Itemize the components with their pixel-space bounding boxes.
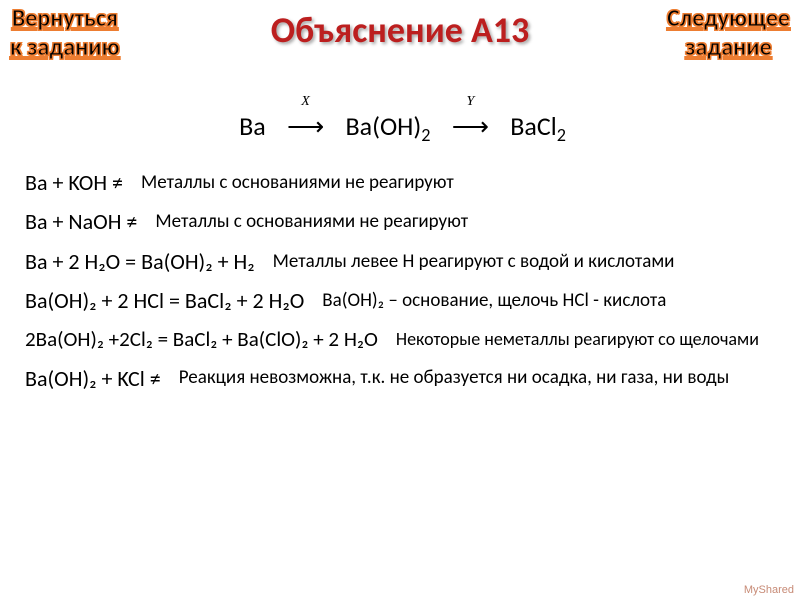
- nav-back-line1: Вернуться: [12, 4, 118, 33]
- equation: Ba + 2 H₂O = Ba(OH)₂ + H₂: [25, 249, 255, 274]
- equation: Ba + KOH ≠: [25, 170, 123, 195]
- page-title: Объяснение А13: [271, 8, 530, 52]
- nav-next-line2: задание: [685, 33, 771, 62]
- explanation: Некоторые неметаллы реагируют со щелочам…: [396, 329, 759, 350]
- scheme-arrow-1: X ⟶: [276, 110, 336, 142]
- scheme-var-x: X: [301, 94, 310, 110]
- explanation: Металлы с основаниями не реагируют: [155, 211, 468, 233]
- scheme-start: Ba: [239, 110, 266, 142]
- scheme-var-y: Y: [466, 94, 474, 110]
- explanation: Реакция невозможна, т.к. не образуется н…: [179, 367, 730, 389]
- watermark: MyShared: [744, 584, 794, 596]
- reaction-row: Ba(OH)₂ + 2 HCl = BaCl₂ + 2 H₂O Ba(OH)₂ …: [25, 288, 780, 313]
- scheme-end: BaCl2: [510, 110, 566, 142]
- equation: Ba(OH)₂ + 2 HCl = BaCl₂ + 2 H₂O: [25, 288, 304, 313]
- scheme-arrow-2: Y ⟶: [440, 110, 500, 142]
- reaction-row: 2Ba(OH)₂ +2Cl₂ = BaCl₂ + Ba(ClO)₂ + 2 H₂…: [25, 327, 780, 351]
- equation: Ba + NaOH ≠: [25, 209, 137, 234]
- nav-next-link[interactable]: Следующее задание: [667, 5, 790, 63]
- explanation: Металлы с основаниями не реагируют: [141, 172, 454, 194]
- reaction-row: Ba(OH)₂ + KCl ≠ Реакция невозможна, т.к.…: [25, 366, 780, 391]
- nav-back-line2: к заданию: [10, 33, 120, 62]
- explanation: Металлы левее H реагируют с водой и кисл…: [273, 251, 675, 273]
- arrow-glyph: ⟶: [287, 110, 324, 142]
- explanation: Ba(OH)₂ – основание, щелочь HCl - кислот…: [322, 290, 666, 312]
- nav-next-line1: Следующее: [667, 4, 790, 33]
- reaction-row: Ba + 2 H₂O = Ba(OH)₂ + H₂ Металлы левее …: [25, 249, 780, 274]
- arrow-glyph: ⟶: [452, 110, 489, 142]
- reaction-scheme: Ba X ⟶ Ba(OH)2 Y ⟶ BaCl2: [25, 110, 780, 146]
- reaction-row: Ba + KOH ≠ Металлы с основаниями не реаг…: [25, 170, 780, 195]
- equation: 2Ba(OH)₂ +2Cl₂ = BaCl₂ + Ba(ClO)₂ + 2 H₂…: [25, 327, 378, 351]
- nav-back-link[interactable]: Вернуться к заданию: [10, 5, 120, 63]
- scheme-mid: Ba(OH)2: [345, 110, 430, 142]
- equation: Ba(OH)₂ + KCl ≠: [25, 366, 161, 391]
- content-area: Ba X ⟶ Ba(OH)2 Y ⟶ BaCl2 Ba + KOH ≠ Мета…: [0, 75, 800, 415]
- reaction-row: Ba + NaOH ≠ Металлы с основаниями не реа…: [25, 209, 780, 234]
- header: Вернуться к заданию Объяснение А13 Следу…: [0, 0, 800, 75]
